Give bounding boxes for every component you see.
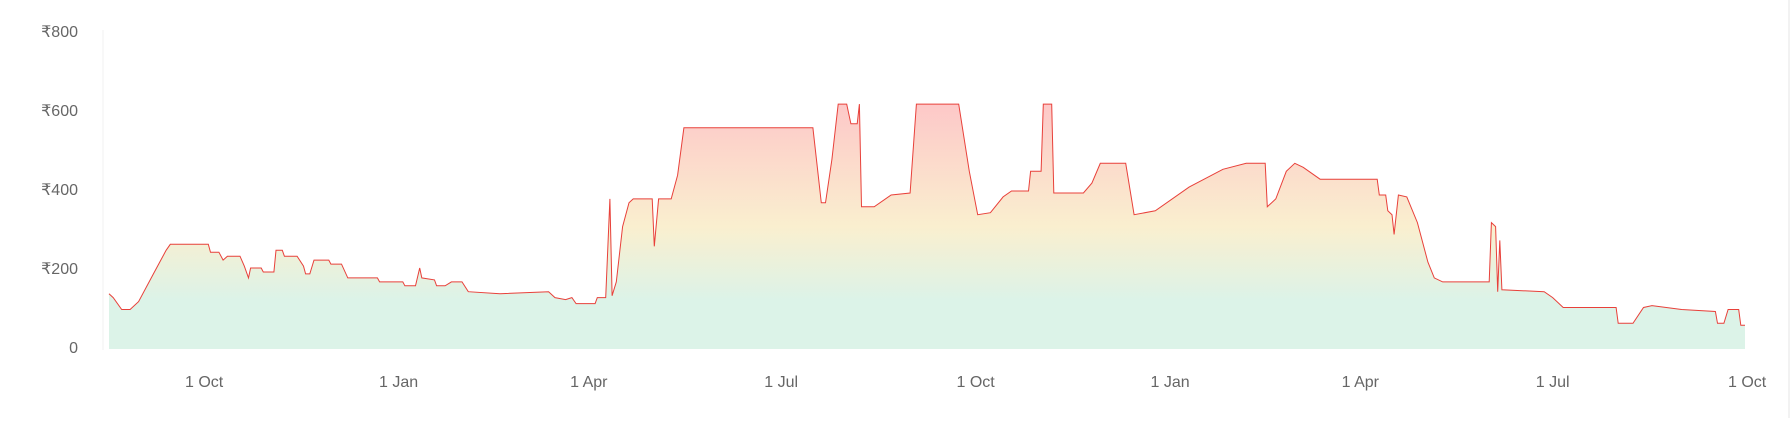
y-tick-label: ₹800: [41, 24, 78, 41]
y-tick-label: ₹400: [41, 182, 78, 199]
x-tick-label: 1 Apr: [1342, 374, 1380, 391]
x-tick-label: 1 Apr: [570, 374, 608, 391]
x-tick-label: 1 Jul: [764, 374, 798, 391]
x-tick-label: 1 Oct: [956, 374, 995, 391]
y-tick-label: ₹600: [41, 103, 78, 120]
y-tick-label: 0: [69, 340, 78, 357]
x-tick-label: 1 Oct: [185, 374, 224, 391]
x-tick-label: 1 Jan: [379, 374, 418, 391]
y-tick-label: ₹200: [41, 261, 78, 278]
line: [108, 103, 1745, 326]
x-tick-label: 1 Jul: [1536, 374, 1570, 391]
x-tick-label: 1 Oct: [1728, 374, 1767, 391]
x-tick-label: 1 Jan: [1151, 374, 1190, 391]
area: [109, 104, 1745, 349]
